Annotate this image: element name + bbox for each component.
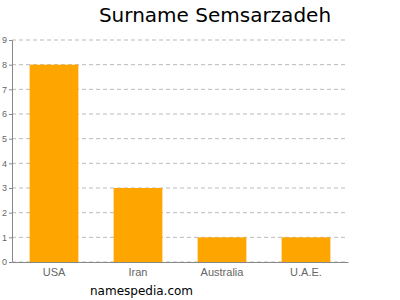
y-tick-label: 7 [2, 85, 7, 95]
bars [30, 65, 331, 262]
bar [198, 237, 247, 262]
chart: 0 1 2 3 4 5 6 7 8 9 USA Iran Australia U.A.E. Surname … [0, 0, 400, 300]
y-tick-label: 6 [2, 109, 7, 119]
x-tick-label: Australia [201, 266, 245, 278]
grid-line [12, 40, 348, 41]
y-tick-label: 2 [2, 208, 7, 218]
y-tick-label: 4 [2, 159, 7, 169]
y-tick-label: 1 [2, 233, 7, 243]
y-tick: 8 [2, 60, 12, 70]
y-tick: 0 [2, 257, 12, 267]
y-tick-mark [9, 65, 12, 66]
x-tick: Iran [129, 262, 148, 278]
y-tick-mark [9, 237, 12, 238]
y-tick: 5 [2, 134, 12, 144]
y-tick-label: 8 [2, 60, 7, 70]
y-tick-mark [9, 89, 12, 90]
title: Surname Semsarzadeh [99, 3, 331, 27]
y-tick-label: 9 [2, 35, 7, 45]
x-tick: USA [43, 262, 66, 278]
bar [30, 65, 79, 262]
bar [282, 237, 331, 262]
y-tick: 1 [2, 233, 12, 243]
x-tick-label: Iran [129, 266, 148, 278]
y-tick: 6 [2, 109, 12, 119]
x-tick: Australia [201, 262, 245, 278]
grid [12, 40, 348, 262]
y-axis: 0 1 2 3 4 5 6 7 8 9 [2, 35, 13, 267]
bar [114, 188, 163, 262]
annotation: namespedia.com [90, 284, 193, 298]
y-tick: 4 [2, 159, 12, 169]
x-axis: USA Iran Australia U.A.E. [13, 262, 349, 278]
y-tick-mark [9, 213, 12, 214]
y-tick-mark [9, 40, 12, 41]
x-tick-label: U.A.E. [290, 266, 322, 278]
y-tick: 9 [2, 35, 12, 45]
y-tick-mark [9, 262, 12, 263]
y-axis-line [9, 41, 13, 263]
y-tick-mark [9, 163, 12, 164]
y-tick-label: 0 [2, 257, 7, 267]
y-tick-mark [9, 114, 12, 115]
y-tick: 7 [2, 85, 12, 95]
y-tick-mark [9, 188, 12, 189]
x-tick-label: USA [43, 266, 66, 278]
y-tick-mark [9, 139, 12, 140]
y-tick-label: 3 [2, 183, 7, 193]
x-tick: U.A.E. [290, 262, 322, 278]
y-tick: 3 [2, 183, 12, 193]
x-axis-line [13, 262, 349, 263]
y-tick: 2 [2, 208, 12, 218]
y-tick-label: 5 [2, 134, 7, 144]
